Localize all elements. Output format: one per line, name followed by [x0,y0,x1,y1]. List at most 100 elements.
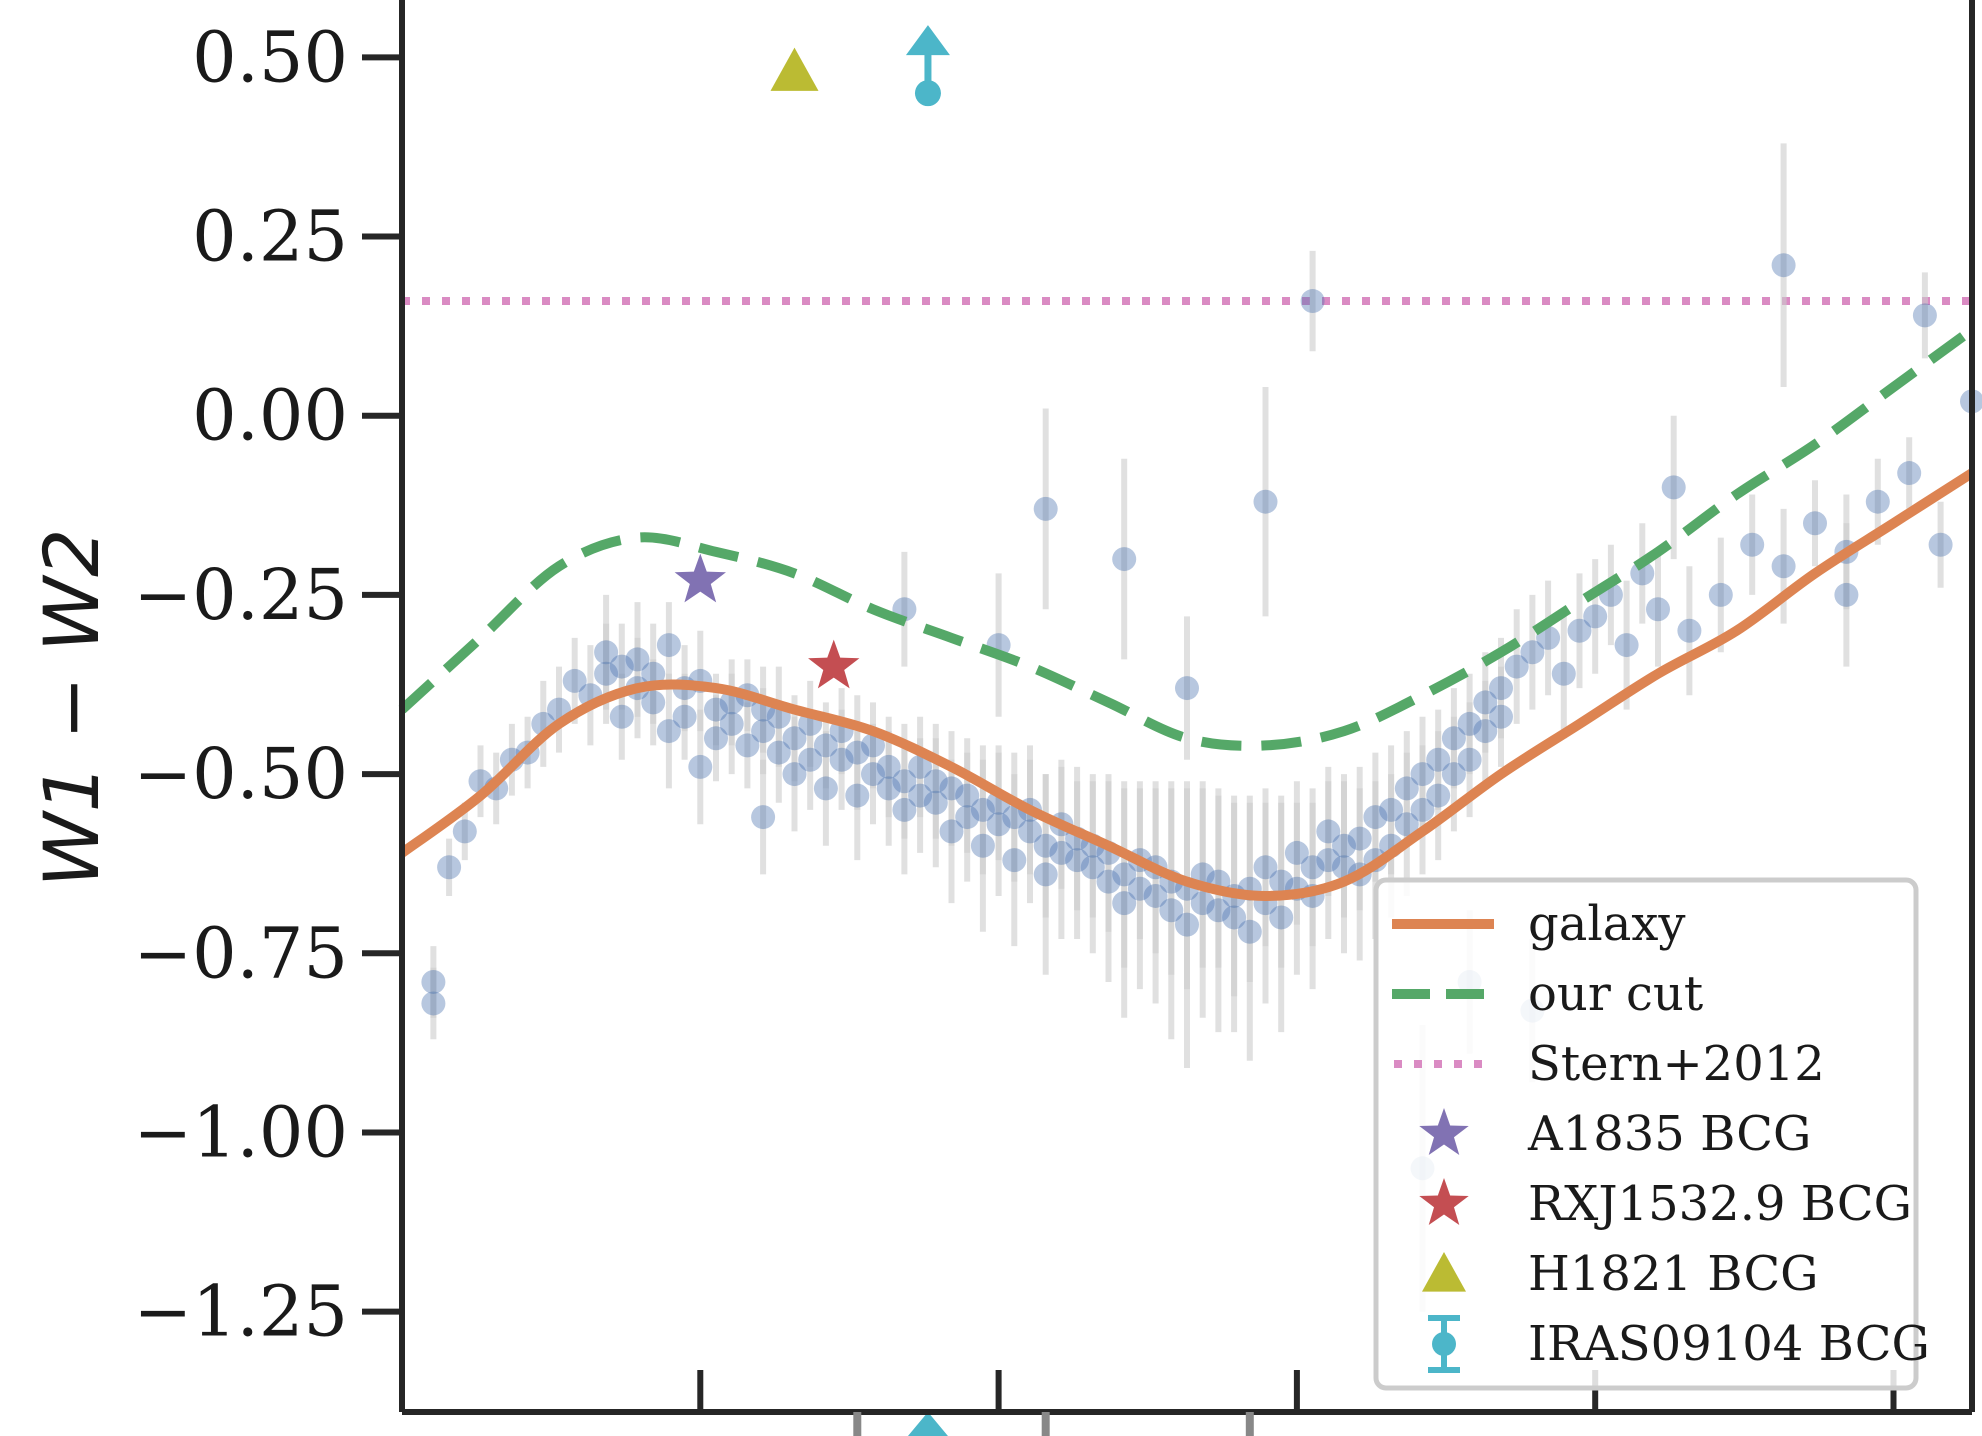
data-point [594,640,619,665]
data-point [1630,561,1655,586]
data-point [688,754,713,779]
data-point [829,747,854,772]
data-point [766,740,791,765]
data-point [719,711,744,736]
data-point [1363,805,1388,830]
legend-item: RXJ1532.9 BCG [1419,1176,1912,1232]
data-point [656,633,681,658]
legend-item: H1821 BCG [1422,1246,1819,1302]
points-layer [421,253,1982,1181]
legend-errorbar-point [1432,1332,1456,1356]
marker-h1821 [770,47,819,91]
data-point [1159,898,1184,923]
data-point [1002,805,1027,830]
data-point [970,833,995,858]
data-point-outlier [1112,547,1137,572]
marker-rxj1532 [808,639,860,689]
data-point [704,697,728,722]
legend-item: IRAS09104 BCG [1428,1315,1930,1373]
marker-a1835 [674,553,726,603]
data-point-outlier [1834,582,1859,607]
data-point [641,690,666,715]
data-point [1489,676,1513,701]
legend-item: A1835 BCG [1419,1106,1811,1162]
y-tick-label: −0.75 [133,912,348,994]
data-point [1394,812,1419,837]
data-point [1284,840,1309,865]
data-point [1394,776,1419,801]
data-point [1190,891,1215,916]
data-point [1865,489,1890,514]
data-point [1143,883,1168,908]
data-point [1269,905,1294,930]
iras-point [914,80,941,107]
data-point [1316,848,1341,873]
data-point [1614,633,1639,658]
y-axis-label: W1 − W2 [27,529,116,888]
data-point [798,747,823,772]
data-point [1426,783,1451,808]
data-point [861,762,885,787]
data-point [939,776,964,801]
data-point [1080,855,1105,880]
data-point [1520,640,1545,665]
legend-label: RXJ1532.9 BCG [1528,1176,1912,1232]
y-tick-label: 0.00 [192,375,348,457]
data-point [845,740,870,765]
data-point [955,805,980,830]
data-point-outlier [1300,289,1325,314]
curves-layer [398,325,1975,901]
legend-label: H1821 BCG [1528,1246,1819,1302]
data-point [1473,690,1498,715]
data-point [1771,554,1796,579]
series-line-galaxy [399,468,1975,901]
data-point [1332,855,1356,880]
legend-item: Stern+2012 [1394,1036,1825,1092]
data-point [1347,826,1372,851]
data-point [704,726,728,751]
marker-iras09104 [905,25,950,107]
data-point [923,790,948,815]
data-point [1677,618,1702,643]
y-tick-label: 0.50 [192,16,348,98]
data-point [562,668,587,693]
data-point [1332,833,1356,858]
data-point [923,769,948,794]
data-point [970,797,995,822]
data-point [845,783,870,808]
y-tick-label: −1.00 [133,1091,348,1173]
data-point [1018,819,1042,844]
data-point [986,812,1011,837]
data-point [861,733,885,758]
data-point [672,704,697,729]
data-point [955,783,980,808]
data-point [1379,797,1404,822]
data-point [1441,762,1466,787]
data-point [813,733,838,758]
data-point [656,719,681,744]
data-point-outlier [1175,676,1199,701]
data-point [1410,762,1435,787]
y-tick-label: −0.25 [133,554,348,636]
legend-handle-star [1419,1108,1469,1156]
data-point-outlier [421,991,446,1016]
series-line-our-cut [398,325,1975,751]
data-point [876,776,901,801]
data-point [1740,532,1765,557]
data-point-outlier [421,969,446,994]
data-point [1457,711,1482,736]
data-point [1269,869,1294,894]
data-point [1253,855,1278,880]
data-point [735,733,760,758]
legend-item: galaxy [1392,896,1686,952]
data-point [1928,532,1953,557]
legend-box [1373,877,1919,1391]
y-tick-label: −0.50 [133,733,348,815]
special-markers-layer [674,25,950,1436]
data-point [1803,511,1827,536]
data-point [1897,461,1922,486]
data-point-outlier [1253,489,1278,514]
data-point [1410,797,1435,822]
data-point [594,661,619,686]
data-point [1457,747,1482,772]
